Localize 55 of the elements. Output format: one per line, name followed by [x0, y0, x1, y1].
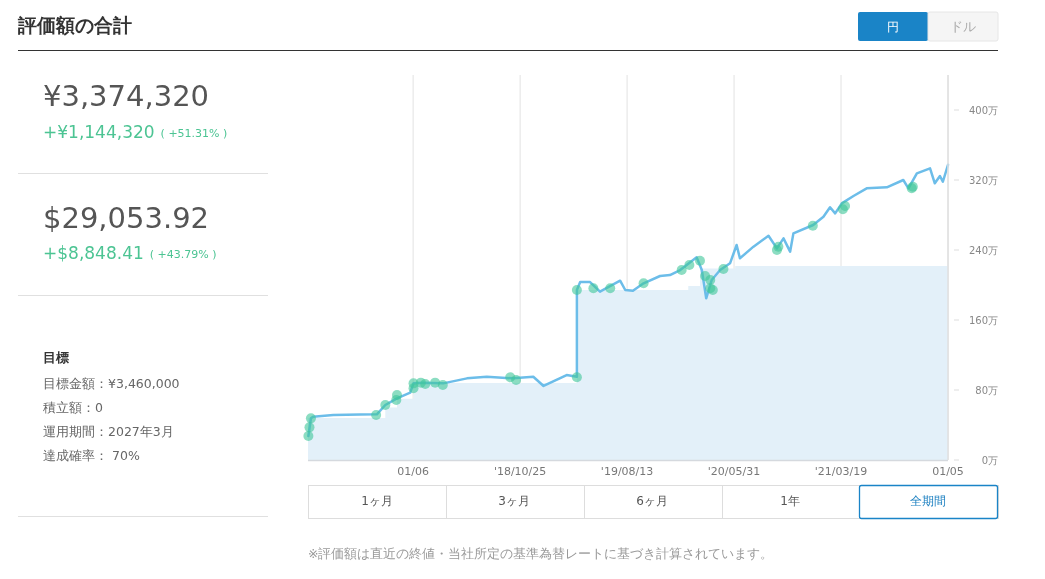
point [571, 284, 582, 295]
y-tick-label: 240万 [968, 244, 998, 256]
point [718, 263, 729, 274]
point [430, 377, 441, 388]
x-tick-label: 01/05 [932, 465, 964, 478]
point [304, 422, 315, 433]
text: 円 [887, 20, 899, 34]
point [840, 200, 851, 211]
point [303, 431, 314, 442]
point [773, 241, 784, 252]
point [588, 283, 599, 294]
text: ドル [950, 19, 976, 34]
y-tick-label: 320万 [968, 174, 998, 186]
point [380, 399, 391, 410]
text: 目標 [43, 350, 69, 365]
point [684, 259, 695, 270]
text: 6ヶ月 [636, 494, 668, 508]
point [807, 220, 818, 231]
text: +¥1,144,320 [43, 122, 155, 142]
text: 評価額の合計 [17, 14, 132, 36]
point [605, 283, 616, 294]
point [420, 378, 431, 389]
text: 3ヶ月 [498, 494, 530, 508]
x-tick-label: '20/05/31 [707, 465, 761, 478]
text: 運用期間：2027年3月 [43, 424, 174, 439]
text: 全期間 [910, 494, 946, 508]
text: +$8,848.41 [43, 243, 144, 263]
point [571, 372, 582, 383]
x-tick-label: '21/03/19 [814, 465, 868, 478]
text: 積立額：0 [43, 400, 103, 415]
point [676, 265, 687, 276]
point [511, 375, 522, 386]
text: 1ヶ月 [361, 494, 393, 508]
text: ※評価額は直近の終値・当社所定の基準為替レートに基づき計算されています。 [308, 546, 774, 561]
point [705, 275, 716, 286]
y-tick-label: 160万 [968, 314, 998, 326]
point [392, 389, 403, 400]
text: 1年 [780, 494, 800, 508]
x-tick-label: 01/06 [397, 465, 429, 478]
point [638, 278, 649, 289]
point [437, 380, 448, 391]
y-tick-label: 0万 [981, 454, 998, 466]
point [305, 413, 316, 424]
y-tick-label: 80万 [975, 384, 998, 396]
x-tick-label: '19/08/13 [600, 465, 654, 478]
y-tick-label: 400万 [968, 104, 998, 116]
text: ( +43.79% ) [149, 248, 217, 261]
text: ¥3,374,320 [43, 79, 210, 113]
point [694, 255, 705, 266]
text: ( +51.31% ) [160, 127, 228, 140]
x-tick-label: '18/10/25 [493, 465, 547, 478]
text: 目標金額：¥3,460,000 [43, 376, 180, 391]
text: 達成確率： 70% [43, 448, 140, 463]
point [371, 410, 382, 421]
text: $29,053.92 [43, 201, 210, 235]
